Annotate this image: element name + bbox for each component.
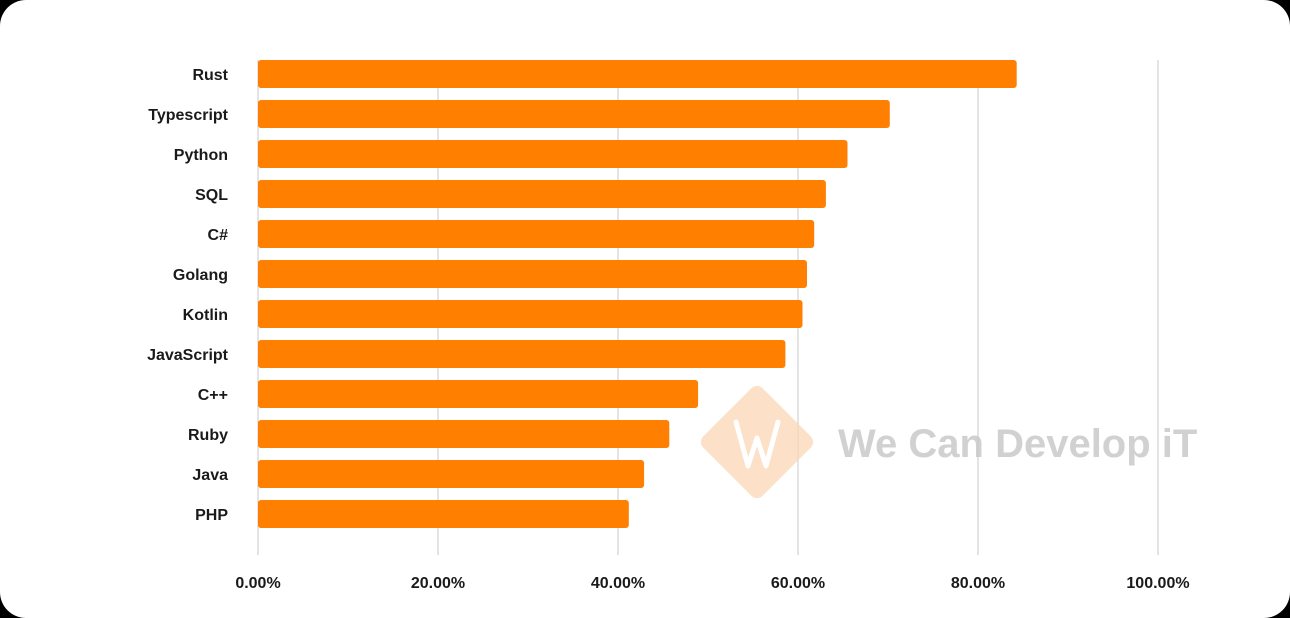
- bar-php: [258, 500, 629, 528]
- x-tick-label: 100.00%: [1126, 575, 1189, 592]
- x-axis-ticks: 0.00% 20.00% 40.00% 60.00% 80.00% 100.00%: [235, 575, 1189, 592]
- x-tick-label: 0.00%: [235, 575, 280, 592]
- category-label: Rust: [192, 67, 228, 84]
- bar-python: [258, 140, 848, 168]
- bar-java: [258, 460, 645, 488]
- category-label: JavaScript: [147, 347, 229, 364]
- category-label: Ruby: [188, 427, 228, 444]
- watermark-w-icon: [733, 419, 781, 469]
- bars: [258, 60, 1017, 528]
- category-label: Python: [174, 147, 228, 164]
- x-tick-label: 60.00%: [771, 575, 825, 592]
- watermark: We Can Develop iT: [700, 385, 1197, 499]
- bar-javascript: [258, 340, 786, 368]
- category-label: C++: [198, 387, 228, 404]
- category-label: Kotlin: [183, 307, 228, 324]
- category-label: Java: [192, 467, 228, 484]
- bar-rust: [258, 60, 1017, 88]
- watermark-text: We Can Develop iT: [838, 422, 1197, 466]
- bar-c-: [258, 380, 699, 408]
- x-tick-label: 20.00%: [411, 575, 465, 592]
- category-label: Golang: [173, 267, 228, 284]
- category-labels: Rust Typescript Python SQL C# Golang Kotlin Jav…: [147, 67, 229, 524]
- x-tick-label: 40.00%: [591, 575, 645, 592]
- bar-ruby: [258, 420, 670, 448]
- bar-typescript: [258, 100, 890, 128]
- category-label: SQL: [195, 187, 228, 204]
- x-tick-label: 80.00%: [951, 575, 1005, 592]
- category-label: PHP: [195, 507, 228, 524]
- bar-sql: [258, 180, 826, 208]
- category-label: C#: [208, 227, 229, 244]
- bar-kotlin: [258, 300, 803, 328]
- bar-c-: [258, 220, 815, 248]
- bar-golang: [258, 260, 807, 288]
- category-label: Typescript: [148, 107, 228, 124]
